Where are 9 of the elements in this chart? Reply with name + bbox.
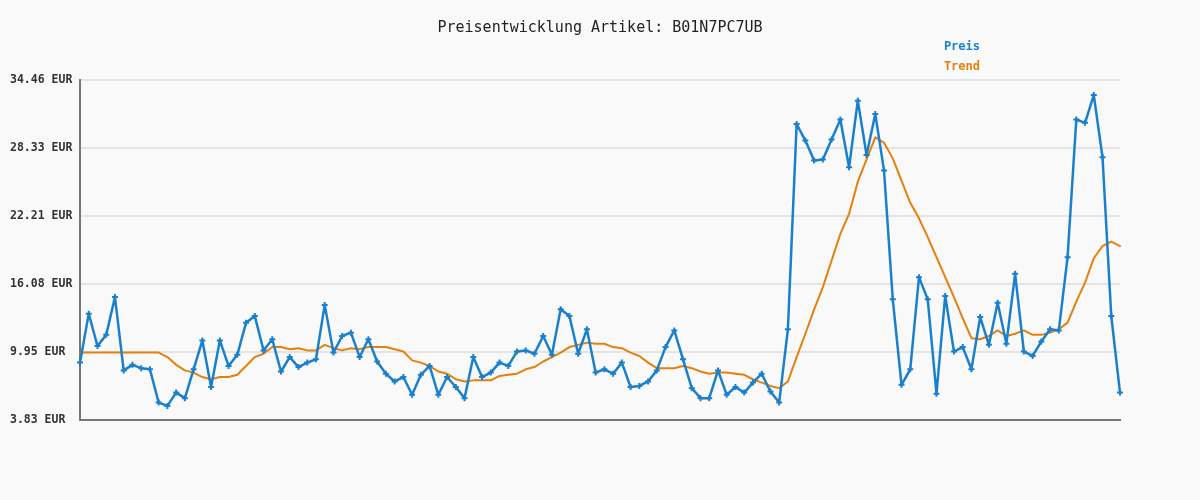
y-tick-label: 28.33 EUR xyxy=(10,140,73,155)
text: Preis xyxy=(943,39,980,54)
y-tick-label: 9.95 EUR xyxy=(10,344,66,359)
text: Trend xyxy=(943,59,980,74)
y-tick-label: 3.83 EUR xyxy=(10,411,66,426)
y-tick-label: 34.46 EUR xyxy=(10,71,73,86)
y-tick-label: 16.08 EUR xyxy=(10,276,73,291)
y-tick-label: 22.21 EUR xyxy=(10,207,73,222)
chart-title: Preisentwicklung Artikel: B01N7PC7UB xyxy=(437,17,763,36)
